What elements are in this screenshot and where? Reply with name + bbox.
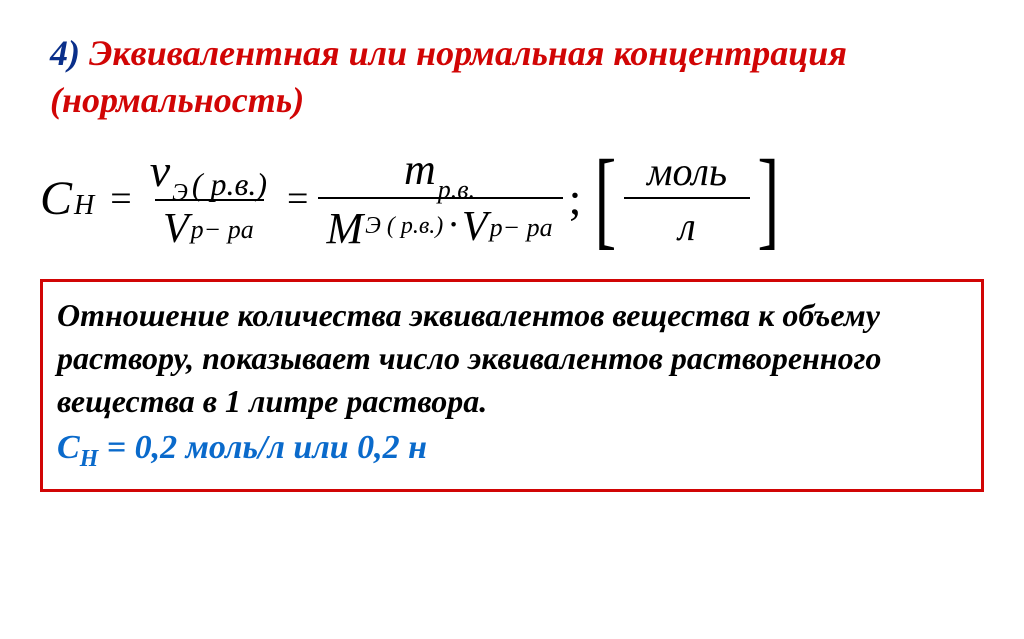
frac2-den-M: M (326, 203, 363, 254)
fraction-1: ν Э ( р.в.) V р− ра (142, 144, 277, 253)
frac1-num-sub: Э (172, 180, 188, 207)
frac2-denominator: M Э ( р.в.) · V р− ра (318, 197, 562, 254)
fraction-2: m р.в. M Э ( р.в.) · V р− ра (318, 144, 562, 254)
slide-content: 4) Эквивалентная или нормальная концентр… (0, 0, 1024, 512)
lhs-sub: Н (74, 190, 94, 222)
frac2-den-sub2: р− ра (490, 213, 553, 243)
unit-num: моль (639, 148, 735, 197)
frac1-numerator: ν Э ( р.в.) (142, 144, 277, 199)
title-number: 4) (50, 33, 80, 73)
definition-box: Отношение количества эквивалентов вещест… (40, 279, 984, 492)
frac2-numerator: m р.в. (396, 144, 485, 197)
example-sub: Н (80, 446, 99, 472)
frac1-denominator: V р− ра (155, 199, 264, 253)
unit-fraction: моль л (624, 148, 750, 250)
slide-title: 4) Эквивалентная или нормальная концентр… (40, 30, 984, 124)
definition-example: СН = 0,2 моль/л или 0,2 н (57, 429, 967, 473)
lhs-variable: C Н (40, 171, 94, 226)
unit-bracket: [ моль л ] (587, 148, 786, 250)
semicolon: ; (569, 172, 582, 225)
lhs-main: C (40, 171, 72, 226)
unit-den: л (624, 197, 750, 250)
right-bracket-icon: ] (757, 149, 779, 248)
frac1-num-paren: ( р.в.) (192, 166, 267, 203)
title-text: Эквивалентная или нормальная концентраци… (50, 33, 847, 120)
frac1-den-sub: р− ра (191, 215, 254, 245)
example-rest: = 0,2 моль/л или 0,2 н (107, 429, 427, 466)
left-bracket-icon: [ (595, 149, 617, 248)
example-variable: СН (57, 429, 107, 466)
frac2-num-sub: р.в. (438, 175, 475, 205)
frac2-den-dot: · (447, 203, 460, 247)
definition-text: Отношение количества эквивалентов вещест… (57, 294, 967, 424)
frac1-num-sym: ν (150, 144, 170, 197)
frac1-den-sym: V (163, 205, 189, 253)
frac2-den-sub1: Э ( р.в.) (365, 213, 443, 240)
equals-1: = (110, 177, 131, 221)
example-prefix: С (57, 429, 80, 466)
frac2-num-sym: m (404, 144, 436, 195)
formula: C Н = ν Э ( р.в.) V р− ра = m р.в. M Э (… (40, 144, 984, 254)
equals-2: = (287, 177, 308, 221)
frac2-den-V: V (462, 203, 488, 251)
